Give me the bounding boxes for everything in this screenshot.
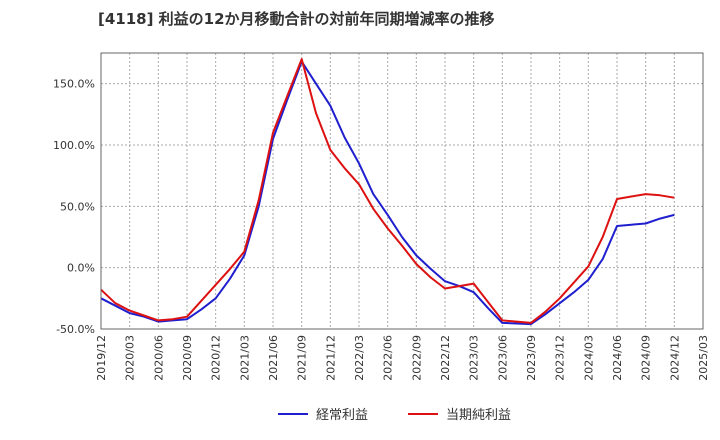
y-tick-label: 0.0% — [67, 262, 95, 275]
x-tick-label: 2024/03 — [582, 335, 595, 381]
x-tick-label: 2020/06 — [152, 335, 165, 381]
x-tick-label: 2020/12 — [210, 335, 223, 381]
y-tick-label: 150.0% — [53, 78, 95, 91]
legend: 経常利益 当期純利益 — [278, 408, 511, 423]
plot-frame — [100, 52, 704, 330]
x-tick-label: 2021/03 — [238, 335, 251, 381]
x-tick-label: 2025/03 — [697, 335, 710, 381]
legend-label: 経常利益 — [316, 408, 368, 423]
x-axis-ticks: 2019/12 2020/03 2020/06 2020/09 2020/12 2021/… — [95, 335, 710, 381]
x-tick-label: 2020/03 — [124, 335, 137, 381]
x-tick-label: 2024/06 — [611, 335, 624, 381]
chart-title: [4118] 利益の12か月移動合計の対前年同期増減率の推移 — [98, 10, 495, 28]
x-tick-label: 2023/03 — [468, 335, 481, 381]
x-tick-label: 2021/12 — [324, 335, 337, 381]
x-tick-label: 2022/09 — [410, 335, 423, 381]
x-tick-label: 2022/12 — [439, 335, 452, 381]
x-tick-label: 2019/12 — [95, 335, 108, 381]
x-tick-label: 2023/06 — [496, 335, 509, 381]
x-tick-label: 2021/06 — [267, 335, 280, 381]
x-tick-label: 2022/06 — [382, 335, 395, 381]
y-tick-label: 100.0% — [53, 139, 95, 152]
series-line-net-income — [100, 58, 675, 324]
x-tick-label: 2024/12 — [668, 335, 681, 381]
x-tick-label: 2020/09 — [181, 335, 194, 381]
series-layer — [100, 58, 675, 326]
series-line-ordinary-profit — [100, 60, 675, 326]
x-tick-label: 2023/12 — [554, 335, 567, 381]
x-tick-label: 2024/09 — [640, 335, 653, 381]
y-tick-label: -50.0% — [56, 323, 95, 336]
grid-layer — [101, 53, 703, 329]
y-tick-label: 50.0% — [60, 200, 95, 213]
legend-label: 当期純利益 — [446, 408, 511, 423]
x-tick-label: 2021/09 — [296, 335, 309, 381]
x-tick-label: 2023/09 — [525, 335, 538, 381]
x-tick-label: 2022/03 — [353, 335, 366, 381]
y-axis-ticks: -50.0% 0.0% 50.0% 100.0% 150.0% — [53, 78, 95, 336]
